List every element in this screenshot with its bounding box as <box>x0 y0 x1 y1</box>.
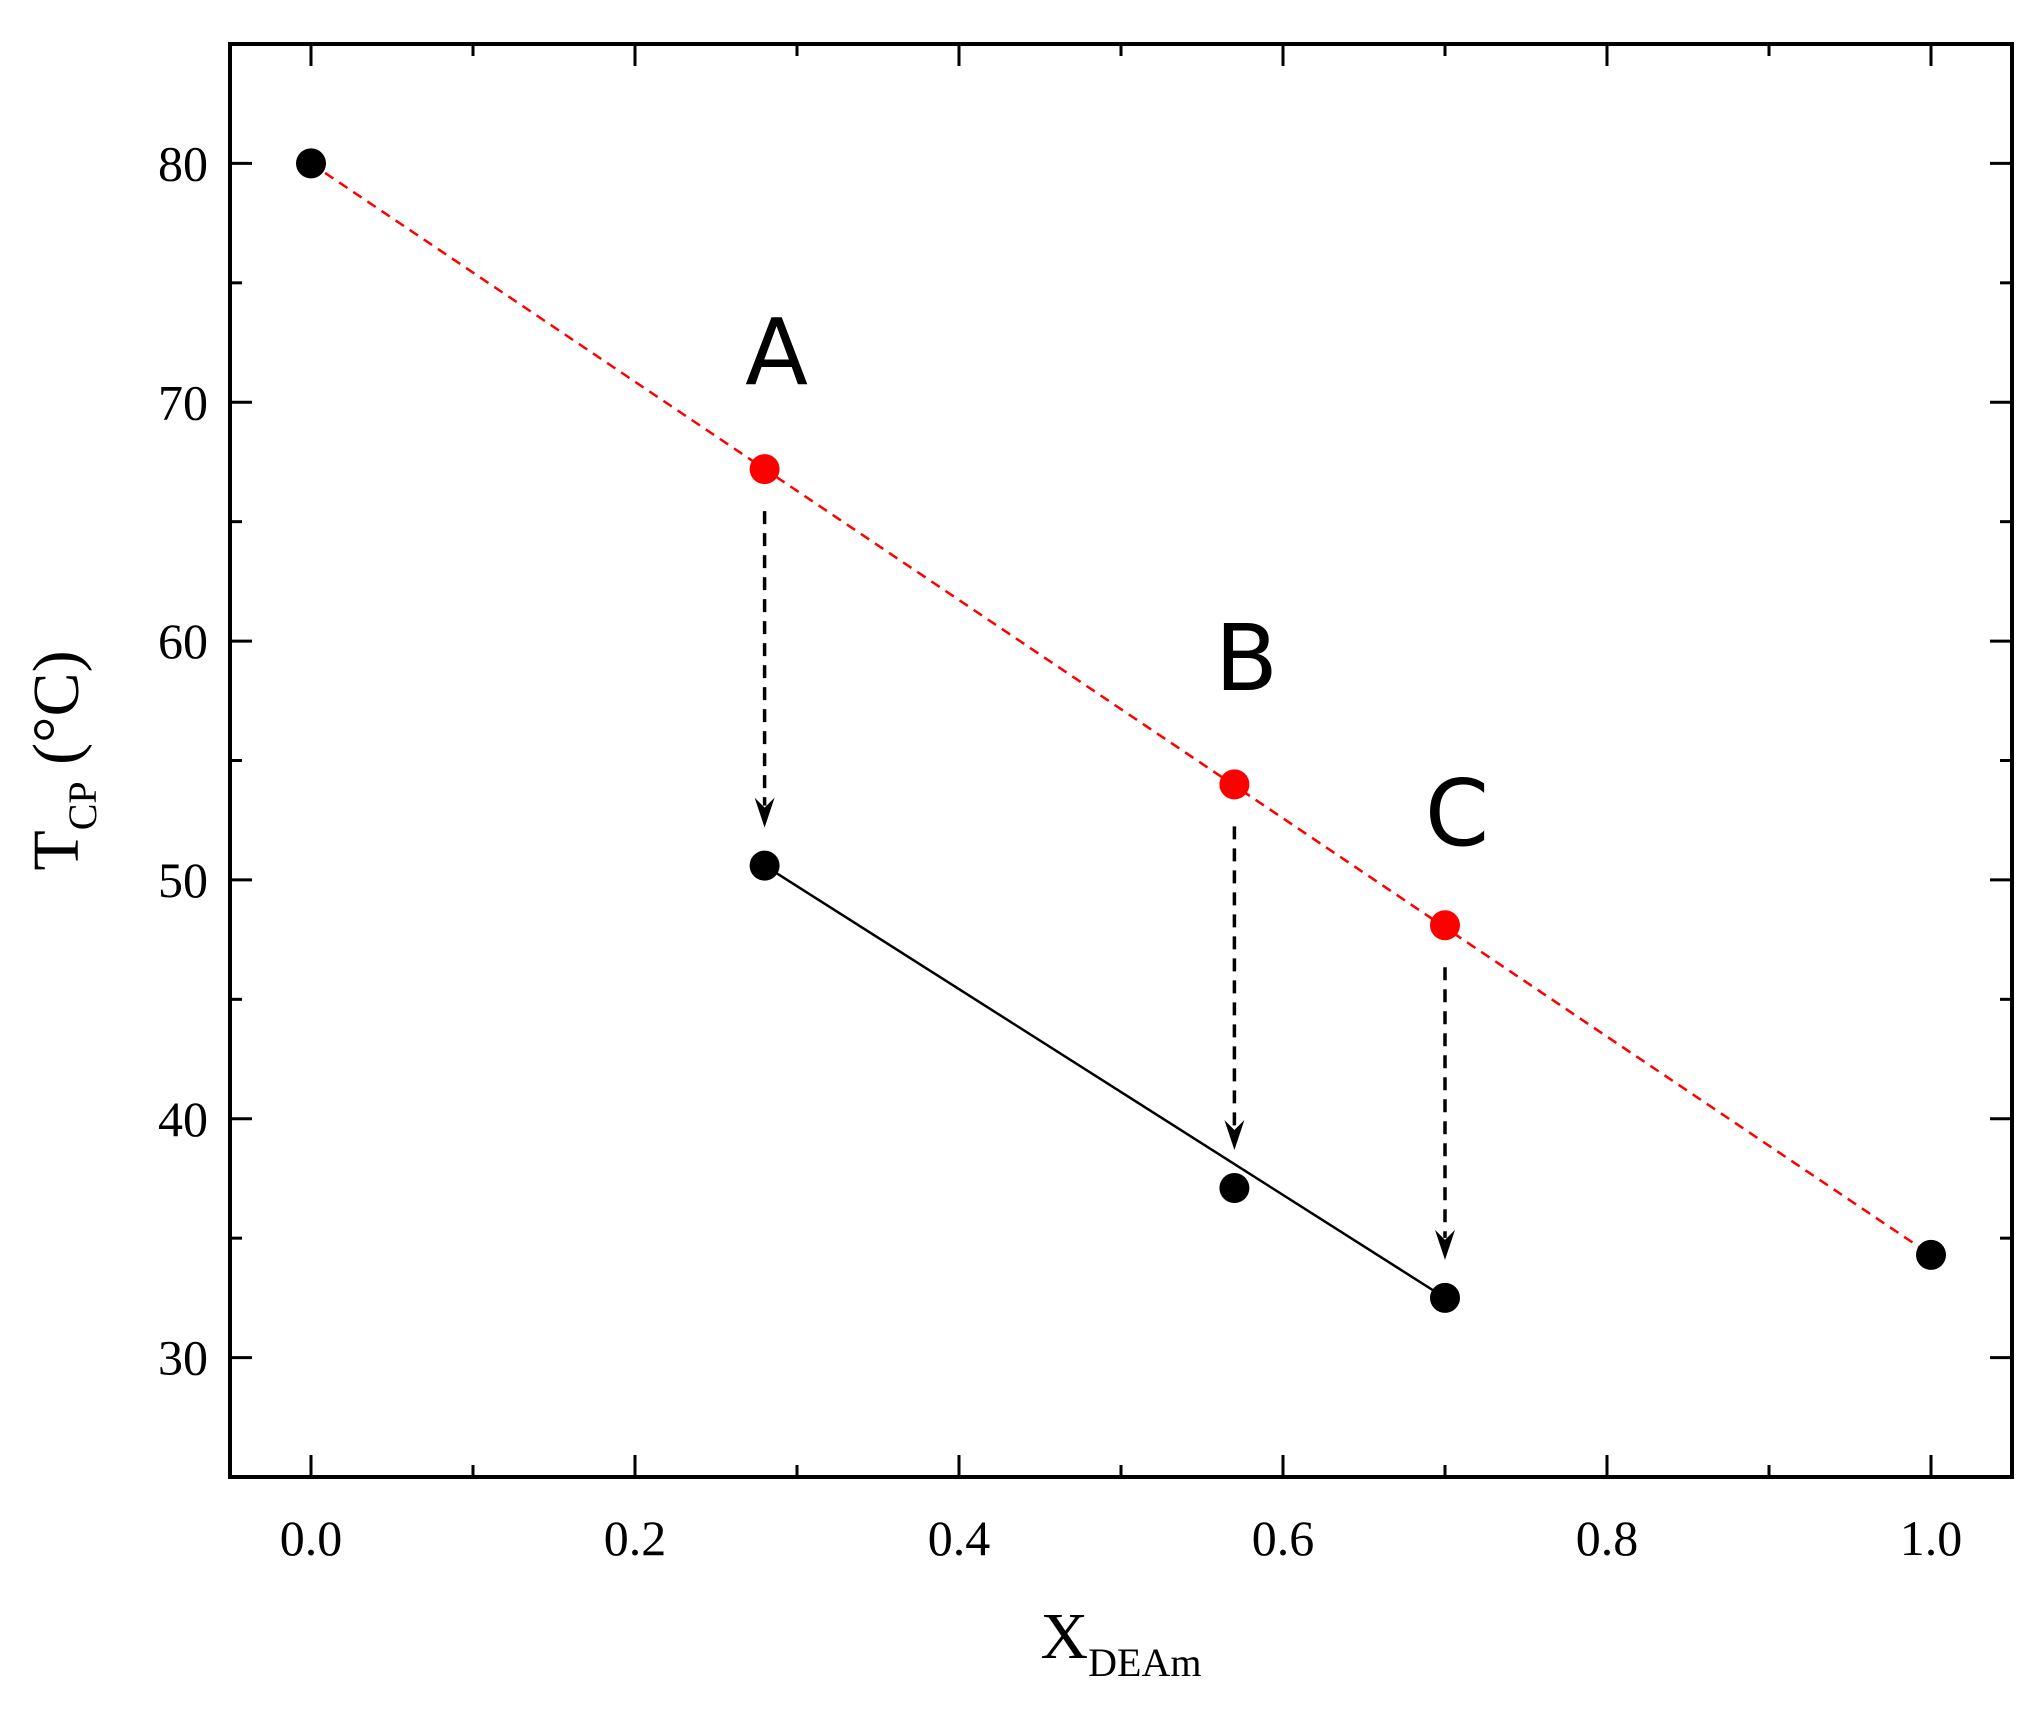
x-tick-label: 0.4 <box>928 1510 991 1566</box>
red-data-point <box>749 454 780 485</box>
black-data-point <box>1219 1173 1250 1204</box>
black-data-point <box>1916 1239 1946 1270</box>
y-axis-title-subscript: CP <box>60 781 105 830</box>
annotation-a: A <box>745 299 808 406</box>
x-axis-title: XDEAm <box>1041 1600 1202 1685</box>
black-data-point <box>296 148 326 179</box>
y-tick-label: 30 <box>158 1330 208 1386</box>
red-dashed-line <box>310 162 1932 1256</box>
arrow-head <box>1224 1120 1245 1151</box>
x-tick-label: 0.0 <box>280 1510 343 1566</box>
black-solid-line <box>763 864 1446 1299</box>
axis-tick-labels: 0.0 0.2 0.4 0.6 0.8 1.0 30 40 50 60 70 80 <box>158 135 1962 1566</box>
red-data-point <box>1219 769 1250 800</box>
axis-ticks <box>230 44 2012 1477</box>
y-tick-label: 70 <box>158 374 208 430</box>
x-axis-title-subscript: DEAm <box>1088 1640 1201 1685</box>
plot-frame <box>228 42 2014 1479</box>
annotation-b: B <box>1215 605 1278 712</box>
y-tick-label: 80 <box>158 135 208 191</box>
x-tick-label: 0.8 <box>1576 1510 1639 1566</box>
annotation-c: C <box>1425 760 1489 867</box>
y-tick-label: 40 <box>158 1091 208 1147</box>
y-axis-title-unit: (°C) <box>20 650 93 781</box>
black-data-point <box>749 850 780 881</box>
black-data-point <box>1430 1282 1460 1313</box>
arrow-head <box>1435 1229 1455 1260</box>
y-axis-title: TCP (°C) <box>20 650 105 870</box>
x-tick-label: 0.6 <box>1252 1510 1315 1566</box>
red-data-point <box>1430 910 1460 941</box>
chart-marks: A B C <box>296 148 1946 1313</box>
x-axis-title-main: X <box>1041 1600 1089 1673</box>
y-axis-title-main: T <box>20 830 93 870</box>
y-tick-label: 50 <box>158 852 208 908</box>
y-tick-label: 60 <box>158 613 208 669</box>
x-tick-label: 0.2 <box>604 1510 667 1566</box>
arrow-head <box>754 797 775 828</box>
x-tick-label: 1.0 <box>1900 1510 1963 1566</box>
